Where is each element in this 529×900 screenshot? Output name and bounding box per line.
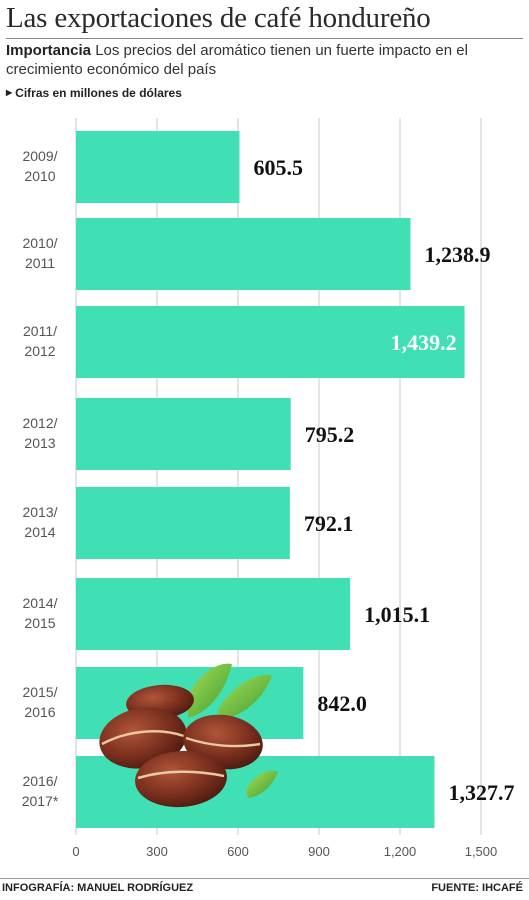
subtitle-text: Los precios del aromático tienen un fuer…	[6, 42, 468, 78]
bar	[76, 306, 465, 378]
bar	[76, 131, 240, 203]
value-label: 605.5	[253, 155, 302, 180]
category-label: 2010/2011	[22, 235, 57, 271]
category-label: 2011/2012	[23, 323, 57, 359]
unit-note-text: Cifras en millones de dólares	[15, 86, 182, 100]
value-label: 792.1	[304, 511, 354, 536]
x-tick-label: 1,200	[384, 844, 417, 859]
category-label: 2009/2010	[22, 148, 57, 184]
x-tick-label: 300	[146, 844, 168, 859]
value-label: 1,238.9	[425, 242, 491, 267]
value-label: 1,327.7	[448, 780, 514, 805]
bars: 2009/2010 605.5 2010/2011 1,238.9 2011/2012 1…	[22, 131, 514, 828]
bar	[76, 218, 411, 290]
chart-subtitle: Importancia Los precios del aromático ti…	[6, 41, 521, 79]
category-label: 2014/2015	[22, 595, 57, 631]
value-label: 1,015.1	[364, 602, 430, 627]
subtitle-lead: Importancia	[6, 42, 92, 59]
credit-text: INFOGRAFÍA: MANUEL RODRÍGUEZ	[2, 882, 194, 894]
x-tick-label: 900	[308, 844, 330, 859]
footer-divider	[0, 878, 529, 879]
arrow-icon: ▶	[6, 88, 13, 97]
bar	[76, 398, 291, 470]
unit-note: ▶ Cifras en millones de dólares	[6, 86, 182, 100]
x-tick-label: 0	[72, 844, 79, 859]
bar	[76, 578, 351, 650]
x-tick-label: 600	[227, 844, 249, 859]
value-label: 842.0	[317, 691, 367, 716]
value-label: 1,439.2	[391, 330, 457, 355]
source-text: FUENTE: IHCAFÉ	[431, 882, 523, 894]
coffee-beans-illustration	[99, 663, 278, 808]
value-label: 795.2	[305, 422, 355, 447]
title-divider	[6, 38, 523, 39]
chart-title: Las exportaciones de café hondureño	[6, 2, 431, 34]
category-label: 2015/2016	[22, 684, 57, 720]
category-label: 2012/2013	[22, 415, 57, 451]
x-tick-label: 1,500	[465, 844, 498, 859]
category-label: 2016/2017*	[22, 773, 59, 809]
bar	[76, 487, 290, 559]
bar-chart: 0 300 600 900 1,200 1,500 2009/2010 605.5 2010/…	[22, 118, 514, 859]
category-label: 2013/2014	[22, 504, 57, 540]
